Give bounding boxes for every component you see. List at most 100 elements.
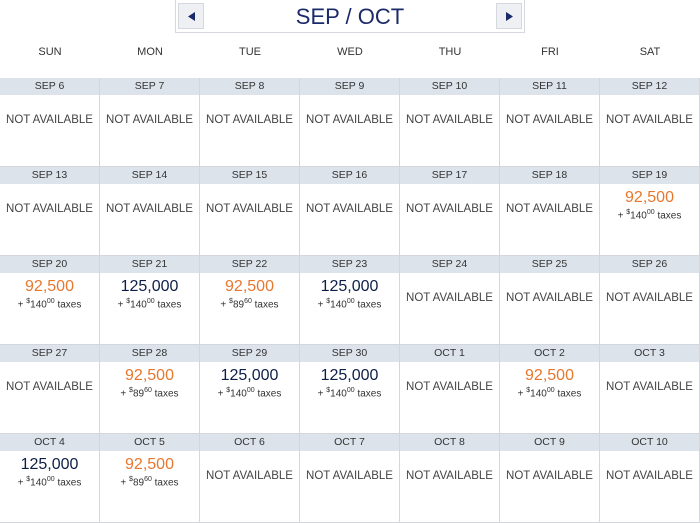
tax-label: taxes (154, 388, 179, 400)
date-label: SEP 11 (500, 78, 599, 95)
tax-line: + $14000 taxes (0, 474, 99, 489)
day-cell[interactable]: SEP 29 125,000 + $14000 taxes (200, 345, 300, 434)
currency: $ (226, 387, 231, 394)
tax-amount: 89 (132, 388, 145, 400)
price: 125,000 + $14000 taxes (200, 367, 299, 400)
tax-label: taxes (657, 210, 682, 222)
day-cell[interactable]: SEP 21 125,000 + $14000 taxes (100, 256, 200, 345)
date-label: SEP 27 (0, 345, 99, 362)
next-button[interactable] (496, 3, 522, 29)
date-label: SEP 21 (100, 256, 199, 273)
plus-sign: + (120, 477, 127, 489)
currency: $ (126, 298, 131, 305)
tax-label: taxes (557, 388, 582, 400)
date-label: SEP 10 (400, 78, 499, 95)
date-label: SEP 25 (500, 256, 599, 273)
date-label: SEP 17 (400, 167, 499, 184)
not-available: NOT AVAILABLE (506, 203, 593, 215)
price: 92,500 + $14000 taxes (600, 189, 699, 222)
currency: $ (129, 476, 133, 483)
tax-cents: 00 (146, 298, 155, 305)
miles: 125,000 (20, 456, 79, 473)
date-label: OCT 7 (300, 434, 399, 451)
not-available: NOT AVAILABLE (606, 292, 693, 304)
not-available: NOT AVAILABLE (306, 203, 393, 215)
date-label: SEP 28 (100, 345, 199, 362)
miles: 92,500 (125, 456, 174, 473)
day-cell: SEP 14 NOT AVAILABLE (100, 167, 200, 256)
plus-sign: + (617, 210, 624, 222)
date-label: SEP 15 (200, 167, 299, 184)
plus-sign: + (117, 299, 124, 311)
tax-label: taxes (357, 299, 382, 311)
tax-cents: 00 (246, 387, 255, 394)
day-cell[interactable]: SEP 22 92,500 + $8960 taxes (200, 256, 300, 345)
day-cell[interactable]: OCT 5 92,500 + $8960 taxes (100, 434, 200, 523)
price: 125,000 + $14000 taxes (0, 456, 99, 489)
not-available: NOT AVAILABLE (206, 203, 293, 215)
price: 125,000 + $14000 taxes (100, 278, 199, 311)
day-cell: OCT 10 NOT AVAILABLE (600, 434, 700, 523)
day-cell[interactable]: OCT 2 92,500 + $14000 taxes (500, 345, 600, 434)
prev-button[interactable] (178, 3, 204, 29)
tax-label: taxes (154, 477, 179, 489)
not-available: NOT AVAILABLE (6, 114, 93, 126)
tax-line: + $14000 taxes (600, 207, 699, 222)
tax-line: + $14000 taxes (300, 385, 399, 400)
not-available: NOT AVAILABLE (106, 203, 193, 215)
tax-amount: 89 (232, 299, 245, 311)
tax-label: taxes (257, 388, 282, 400)
day-cell[interactable]: SEP 20 92,500 + $14000 taxes (0, 256, 100, 345)
not-available: NOT AVAILABLE (406, 114, 493, 126)
tax-line: + $14000 taxes (100, 296, 199, 311)
date-label: SEP 6 (0, 78, 99, 95)
day-cell: SEP 7 NOT AVAILABLE (100, 78, 200, 167)
day-cell: OCT 6 NOT AVAILABLE (200, 434, 300, 523)
plus-sign: + (120, 388, 127, 400)
miles: 125,000 (320, 367, 379, 384)
date-label: SEP 30 (300, 345, 399, 362)
not-available: NOT AVAILABLE (206, 114, 293, 126)
day-cell: SEP 26 NOT AVAILABLE (600, 256, 700, 345)
weekday-label: SAT (639, 46, 661, 58)
currency: $ (129, 387, 133, 394)
weekday-label: MON (137, 46, 163, 58)
date-label: SEP 9 (300, 78, 399, 95)
currency: $ (26, 298, 31, 305)
tax-cents: 60 (144, 476, 152, 483)
day-cell[interactable]: SEP 23 125,000 + $14000 taxes (300, 256, 400, 345)
price: 92,500 + $8960 taxes (100, 456, 199, 489)
day-cell: SEP 16 NOT AVAILABLE (300, 167, 400, 256)
tax-label: taxes (157, 299, 182, 311)
date-label: SEP 29 (200, 345, 299, 362)
plus-sign: + (217, 388, 224, 400)
date-label: SEP 23 (300, 256, 399, 273)
date-label: SEP 7 (100, 78, 199, 95)
date-label: OCT 6 (200, 434, 299, 451)
date-label: SEP 26 (600, 256, 699, 273)
tax-line: + $14000 taxes (500, 385, 599, 400)
date-label: OCT 5 (100, 434, 199, 451)
not-available: NOT AVAILABLE (306, 470, 393, 482)
tax-amount: 140 (630, 210, 647, 222)
tax-line: + $8960 taxes (100, 474, 199, 489)
date-label: OCT 4 (0, 434, 99, 451)
day-cell[interactable]: SEP 28 92,500 + $8960 taxes (100, 345, 200, 434)
not-available: NOT AVAILABLE (6, 203, 93, 215)
day-cell[interactable]: SEP 19 92,500 + $14000 taxes (600, 167, 700, 256)
tax-cents: 60 (244, 298, 252, 305)
day-cell: SEP 10 NOT AVAILABLE (400, 78, 500, 167)
day-cell[interactable]: OCT 4 125,000 + $14000 taxes (0, 434, 100, 523)
tax-amount: 140 (330, 388, 347, 400)
day-cell[interactable]: SEP 30 125,000 + $14000 taxes (300, 345, 400, 434)
day-cell: SEP 25 NOT AVAILABLE (500, 256, 600, 345)
currency: $ (229, 298, 233, 305)
day-cell: SEP 6 NOT AVAILABLE (0, 78, 100, 167)
not-available: NOT AVAILABLE (6, 381, 93, 393)
currency: $ (526, 387, 531, 394)
date-label: OCT 9 (500, 434, 599, 451)
tax-cents: 00 (346, 298, 355, 305)
tax-cents: 00 (346, 387, 355, 394)
weekday-label: THU (438, 46, 462, 58)
price: 92,500 + $8960 taxes (200, 278, 299, 311)
